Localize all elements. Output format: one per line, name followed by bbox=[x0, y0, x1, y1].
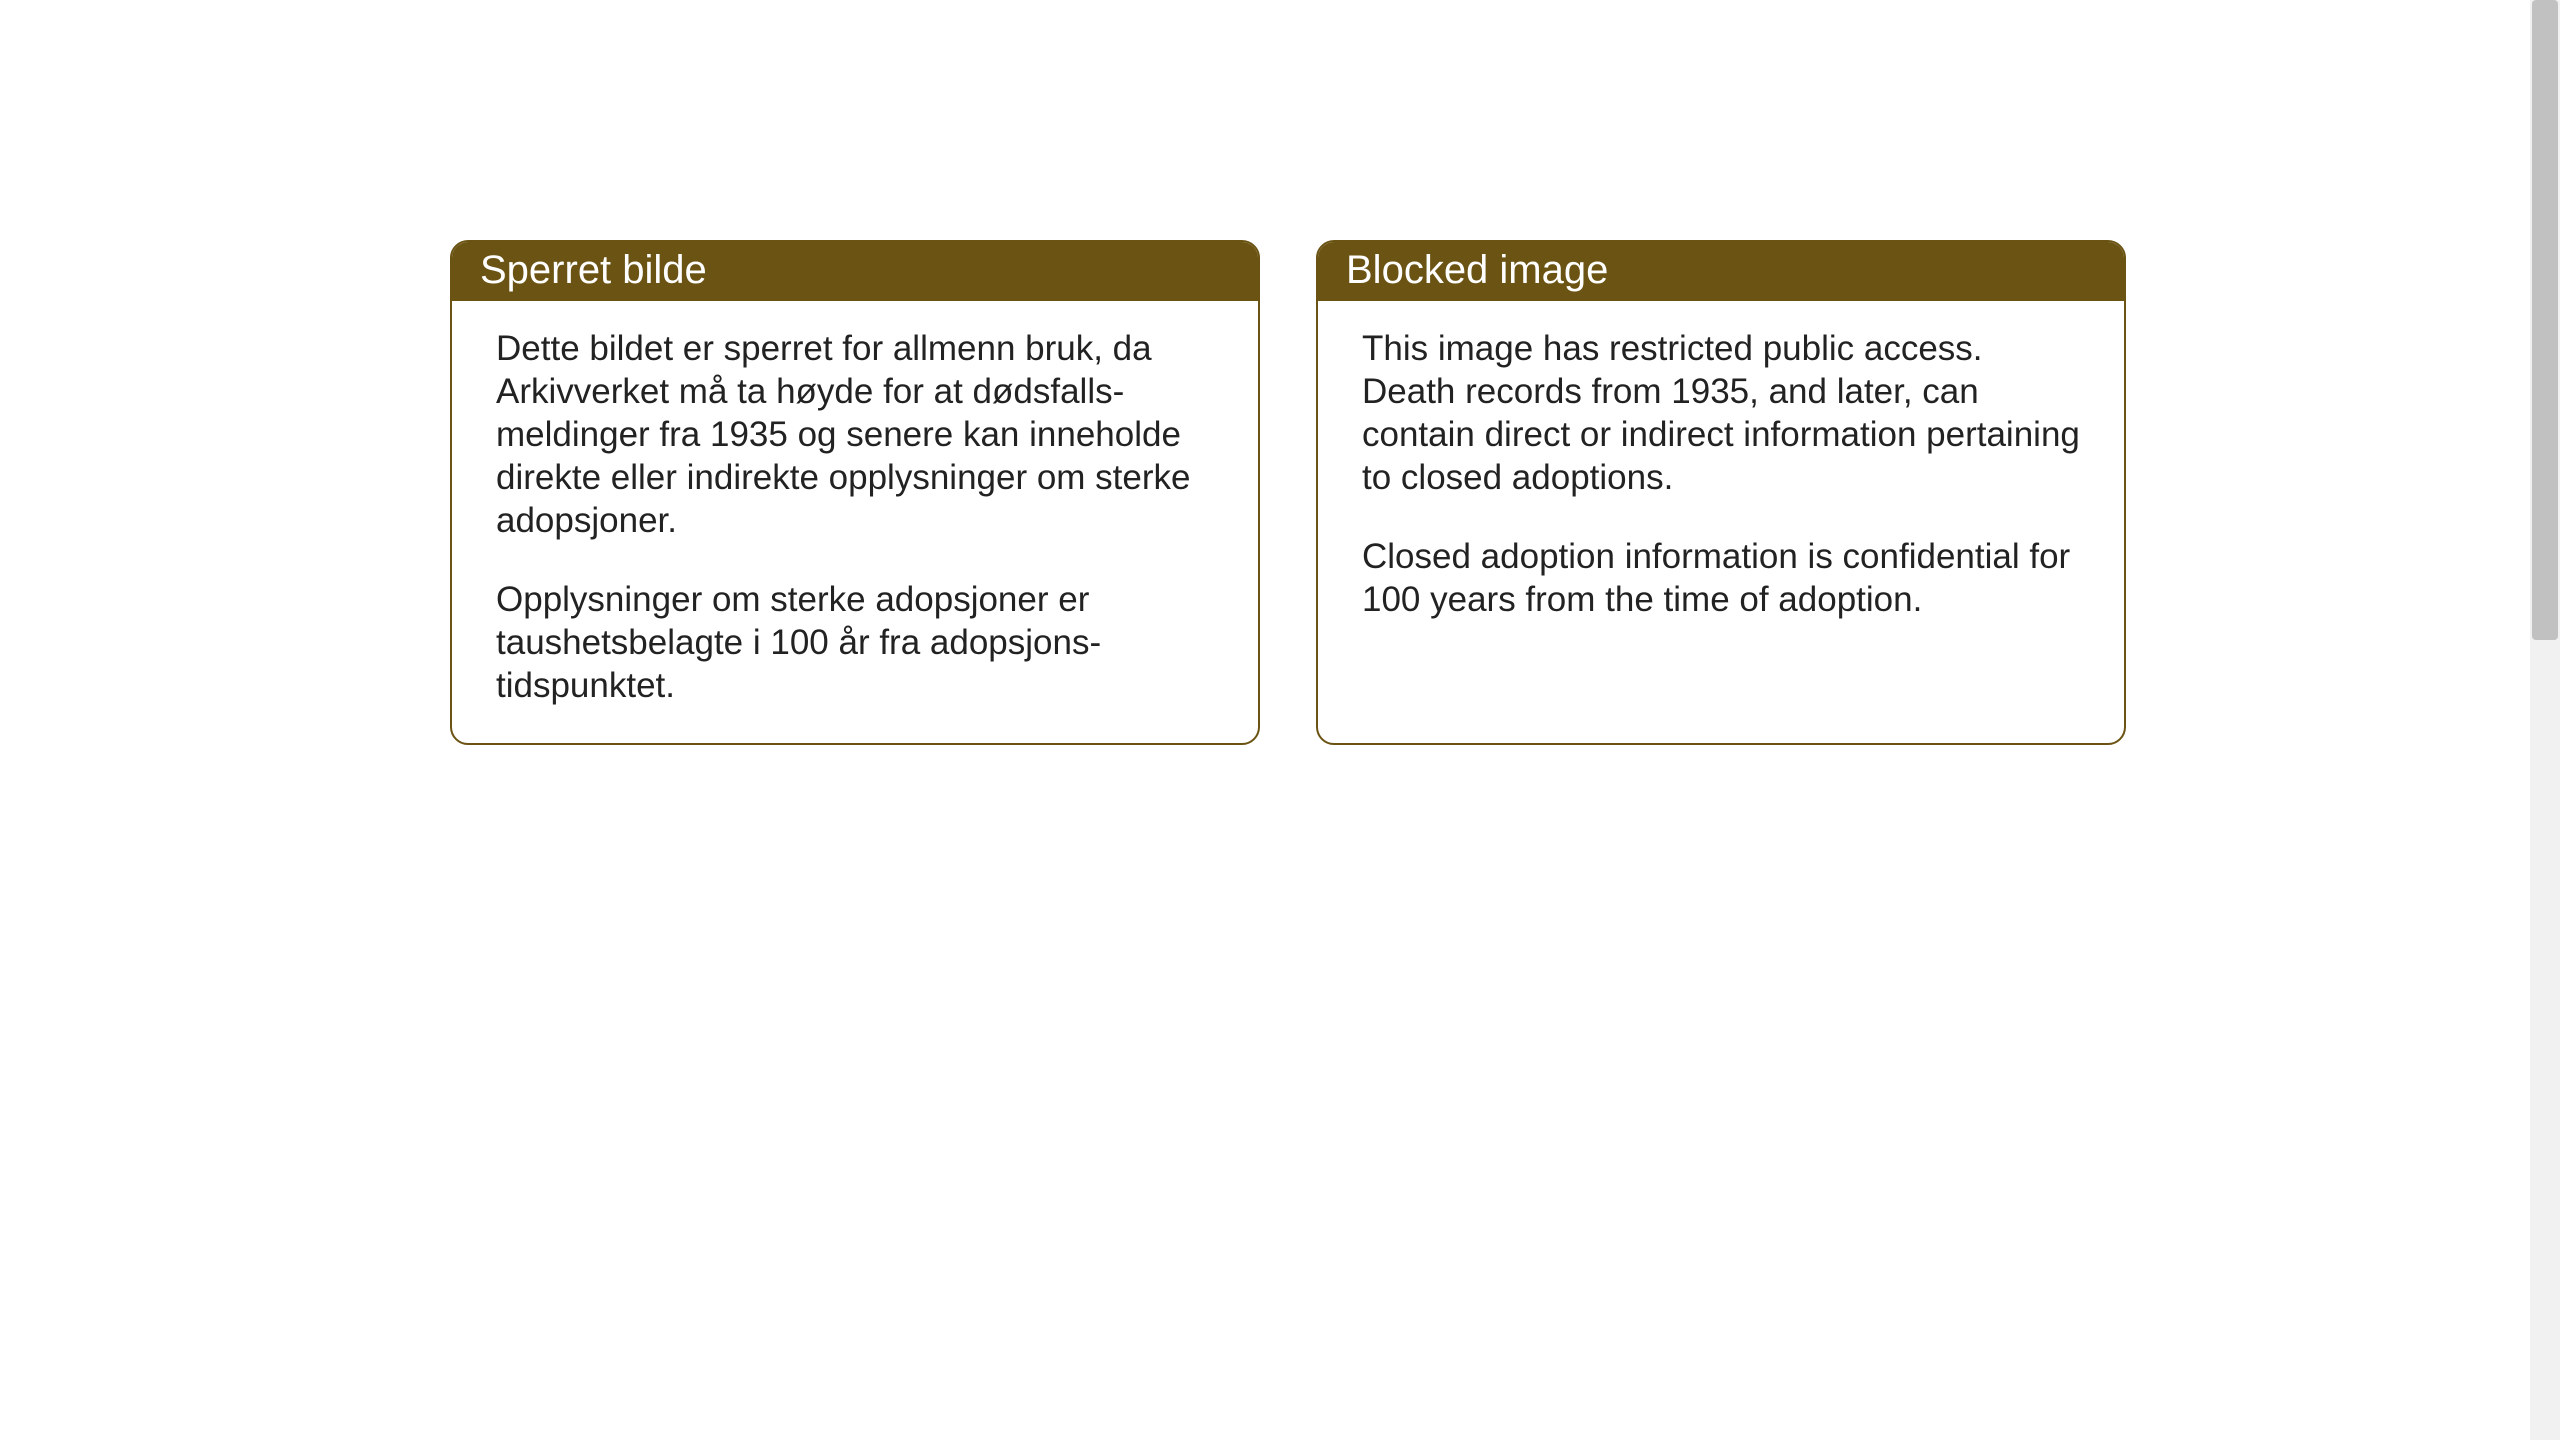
english-card: Blocked image This image has restricted … bbox=[1316, 240, 2126, 745]
norwegian-paragraph-1: Dette bildet er sperret for allmenn bruk… bbox=[496, 327, 1214, 542]
norwegian-card-body: Dette bildet er sperret for allmenn bruk… bbox=[452, 301, 1258, 743]
cards-container: Sperret bilde Dette bildet er sperret fo… bbox=[0, 0, 2560, 745]
scrollbar-track[interactable] bbox=[2530, 0, 2560, 1440]
norwegian-paragraph-2: Opplysninger om sterke adopsjoner er tau… bbox=[496, 578, 1214, 707]
norwegian-card-title: Sperret bilde bbox=[452, 242, 1258, 301]
norwegian-card: Sperret bilde Dette bildet er sperret fo… bbox=[450, 240, 1260, 745]
english-paragraph-1: This image has restricted public access.… bbox=[1362, 327, 2080, 499]
scrollbar-thumb[interactable] bbox=[2532, 0, 2558, 640]
english-card-body: This image has restricted public access.… bbox=[1318, 301, 2124, 657]
english-paragraph-2: Closed adoption information is confident… bbox=[1362, 535, 2080, 621]
english-card-title: Blocked image bbox=[1318, 242, 2124, 301]
